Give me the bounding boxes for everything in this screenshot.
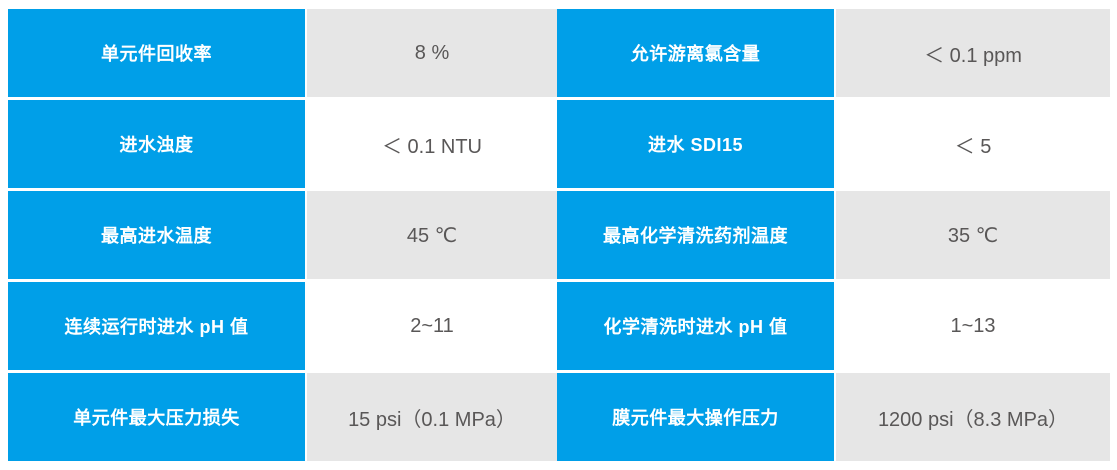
spec-label-cell: 连续运行时进水 pH 值 (8, 282, 307, 370)
spec-value-cell: 1~13 (836, 282, 1110, 370)
spec-value-cell: 2~11 (307, 282, 557, 370)
spec-label-cell: 最高化学清洗药剂温度 (557, 191, 836, 279)
table-row: 连续运行时进水 pH 值 2~11 化学清洗时进水 pH 值 1~13 (8, 282, 1110, 370)
spec-label-cell: 单元件最大压力损失 (8, 373, 307, 461)
spec-value-cell: 1200 psi（8.3 MPa） (836, 373, 1110, 461)
spec-label-cell: 进水浊度 (8, 100, 307, 188)
table-row: 单元件回收率 8 % 允许游离氯含量 ＜ 0.1 ppm (8, 9, 1110, 97)
spec-value-cell: 8 % (307, 9, 557, 97)
table-row: 进水浊度 ＜ 0.1 NTU 进水 SDI15 ＜ 5 (8, 100, 1110, 188)
spec-value-cell: ＜ 0.1 ppm (836, 9, 1110, 97)
spec-label-cell: 化学清洗时进水 pH 值 (557, 282, 836, 370)
spec-value-cell: 35 ℃ (836, 191, 1110, 279)
spec-label-cell: 允许游离氯含量 (557, 9, 836, 97)
table-row: 最高进水温度 45 ℃ 最高化学清洗药剂温度 35 ℃ (8, 191, 1110, 279)
spec-value-cell: ＜ 5 (836, 100, 1110, 188)
spec-value-cell: 15 psi（0.1 MPa） (307, 373, 557, 461)
spec-label-cell: 最高进水温度 (8, 191, 307, 279)
spec-value-cell: 45 ℃ (307, 191, 557, 279)
spec-label-cell: 进水 SDI15 (557, 100, 836, 188)
spec-value-cell: ＜ 0.1 NTU (307, 100, 557, 188)
spec-table: 单元件回收率 8 % 允许游离氯含量 ＜ 0.1 ppm 进水浊度 ＜ 0.1 … (8, 9, 1110, 461)
spec-label-cell: 膜元件最大操作压力 (557, 373, 836, 461)
table-row: 单元件最大压力损失 15 psi（0.1 MPa） 膜元件最大操作压力 1200… (8, 373, 1110, 461)
spec-label-cell: 单元件回收率 (8, 9, 307, 97)
